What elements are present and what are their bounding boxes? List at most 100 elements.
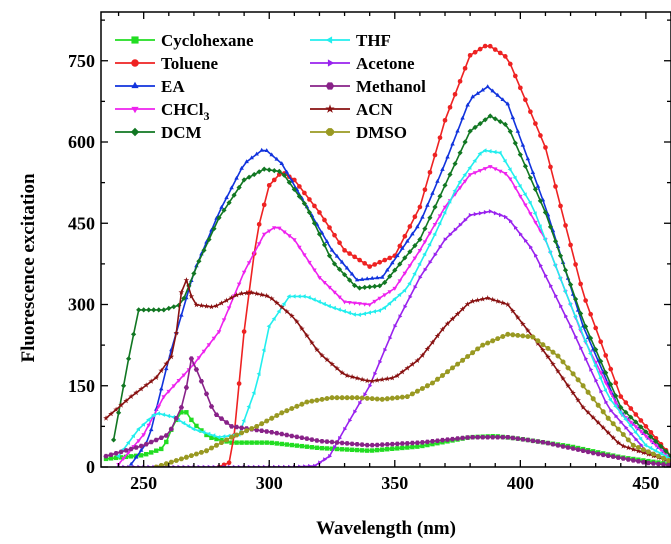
series-point-cyclohexane bbox=[324, 446, 330, 451]
series-point-cyclohexane bbox=[194, 423, 199, 429]
series-point-toluene bbox=[457, 78, 463, 84]
series-point-toluene bbox=[322, 217, 327, 223]
series-point-dcm bbox=[397, 261, 403, 267]
series-point-chcl3 bbox=[402, 271, 408, 276]
series-point-dmso bbox=[314, 397, 320, 403]
plot-frame bbox=[100, 11, 671, 468]
series-point-thf bbox=[281, 301, 286, 307]
series-point-acetone bbox=[308, 463, 312, 467]
series-point-methanol bbox=[198, 379, 204, 384]
series-point-ea bbox=[490, 88, 495, 93]
series-point-cyclohexane bbox=[244, 440, 249, 445]
series-point-acn bbox=[384, 375, 391, 382]
series-point-methanol bbox=[500, 435, 506, 440]
series-point-thf bbox=[291, 294, 296, 299]
series-point-chcl3 bbox=[327, 285, 332, 290]
series-point-acn bbox=[153, 374, 160, 380]
series-point-ea bbox=[450, 141, 455, 146]
series-point-dmso bbox=[595, 402, 601, 408]
series-point-dcm bbox=[502, 121, 508, 127]
series-point-dcm bbox=[377, 283, 383, 289]
series-point-chcl3 bbox=[482, 167, 488, 171]
series-point-methanol bbox=[284, 432, 290, 438]
series-point-cyclohexane bbox=[400, 445, 405, 451]
y-tick-label: 600 bbox=[68, 132, 95, 152]
legend-marker bbox=[131, 59, 139, 67]
series-point-acn bbox=[389, 375, 396, 381]
series-point-dmso bbox=[610, 421, 616, 427]
series-point-acn bbox=[414, 357, 421, 363]
series-point-dcm bbox=[562, 267, 569, 273]
series-point-toluene bbox=[276, 172, 282, 177]
series-point-acetone bbox=[544, 273, 548, 278]
series-point-chcl3 bbox=[292, 238, 297, 243]
series-point-toluene bbox=[342, 247, 347, 253]
series-point-thf bbox=[326, 303, 331, 309]
series-point-ea bbox=[515, 128, 521, 133]
series-point-methanol bbox=[314, 438, 320, 443]
series-point-ea bbox=[239, 165, 244, 170]
series-point-toluene bbox=[553, 184, 558, 189]
series-point-ea bbox=[460, 115, 465, 120]
series-point-methanol bbox=[394, 441, 400, 447]
series-point-acn bbox=[369, 378, 375, 384]
series-point-dmso bbox=[525, 334, 531, 339]
series-point-acn bbox=[103, 415, 109, 421]
series-point-chcl3 bbox=[282, 230, 287, 235]
series-point-chcl3 bbox=[658, 448, 664, 453]
series-point-dmso bbox=[615, 426, 621, 432]
series-line-chcl3 bbox=[117, 165, 671, 465]
series-point-cyclohexane bbox=[209, 435, 214, 441]
series-point-dcm bbox=[598, 358, 604, 364]
series-point-chcl3 bbox=[322, 281, 327, 285]
legend-marker bbox=[326, 128, 334, 136]
series-point-thf bbox=[422, 251, 427, 257]
series-point-acn bbox=[525, 327, 531, 333]
series-point-chcl3 bbox=[523, 203, 528, 208]
series-point-thf bbox=[211, 433, 216, 438]
series-point-dcm bbox=[196, 258, 202, 264]
series-point-ea bbox=[138, 447, 144, 452]
series-point-ea bbox=[415, 224, 420, 229]
series-point-ea bbox=[405, 238, 410, 243]
series-point-ea bbox=[329, 247, 335, 252]
series-point-acn bbox=[474, 297, 481, 303]
series-point-acn bbox=[444, 320, 451, 327]
series-point-acn bbox=[168, 353, 175, 360]
series-point-toluene bbox=[347, 251, 352, 256]
series-point-acn bbox=[213, 302, 220, 309]
series-point-acn bbox=[449, 315, 456, 322]
series-point-methanol bbox=[575, 447, 581, 452]
series-point-thf bbox=[402, 288, 407, 293]
series-point-thf bbox=[151, 412, 155, 418]
series-point-toluene bbox=[236, 381, 242, 386]
series-point-acetone bbox=[373, 371, 378, 377]
series-point-cyclohexane bbox=[410, 444, 415, 450]
series-point-cyclohexane bbox=[420, 443, 425, 449]
series-point-acetone bbox=[483, 210, 488, 215]
series-point-acetone bbox=[634, 436, 639, 442]
series-point-acn bbox=[208, 303, 215, 310]
series-point-acetone bbox=[619, 419, 624, 425]
series-point-methanol bbox=[334, 440, 340, 445]
series-point-ea bbox=[390, 260, 395, 265]
series-point-acn bbox=[424, 345, 431, 352]
series-point-dcm bbox=[573, 296, 579, 302]
series-point-acn bbox=[429, 339, 436, 345]
series-point-toluene bbox=[397, 243, 403, 249]
series-point-chcl3 bbox=[362, 302, 367, 307]
series-point-chcl3 bbox=[146, 423, 151, 428]
series-point-chcl3 bbox=[653, 443, 659, 448]
series-point-cyclohexane bbox=[289, 442, 295, 448]
series-point-dcm bbox=[131, 331, 137, 337]
series-point-methanol bbox=[153, 437, 159, 443]
series-point-methanol bbox=[294, 434, 300, 440]
series-point-chcl3 bbox=[412, 256, 418, 261]
series-point-dcm bbox=[472, 124, 478, 130]
series-point-thf bbox=[336, 307, 341, 312]
series-point-dcm bbox=[628, 414, 634, 420]
series-point-acetone bbox=[589, 367, 594, 372]
series-point-chcl3 bbox=[467, 173, 473, 178]
series-point-methanol bbox=[143, 442, 149, 447]
series-point-thf bbox=[116, 453, 120, 459]
